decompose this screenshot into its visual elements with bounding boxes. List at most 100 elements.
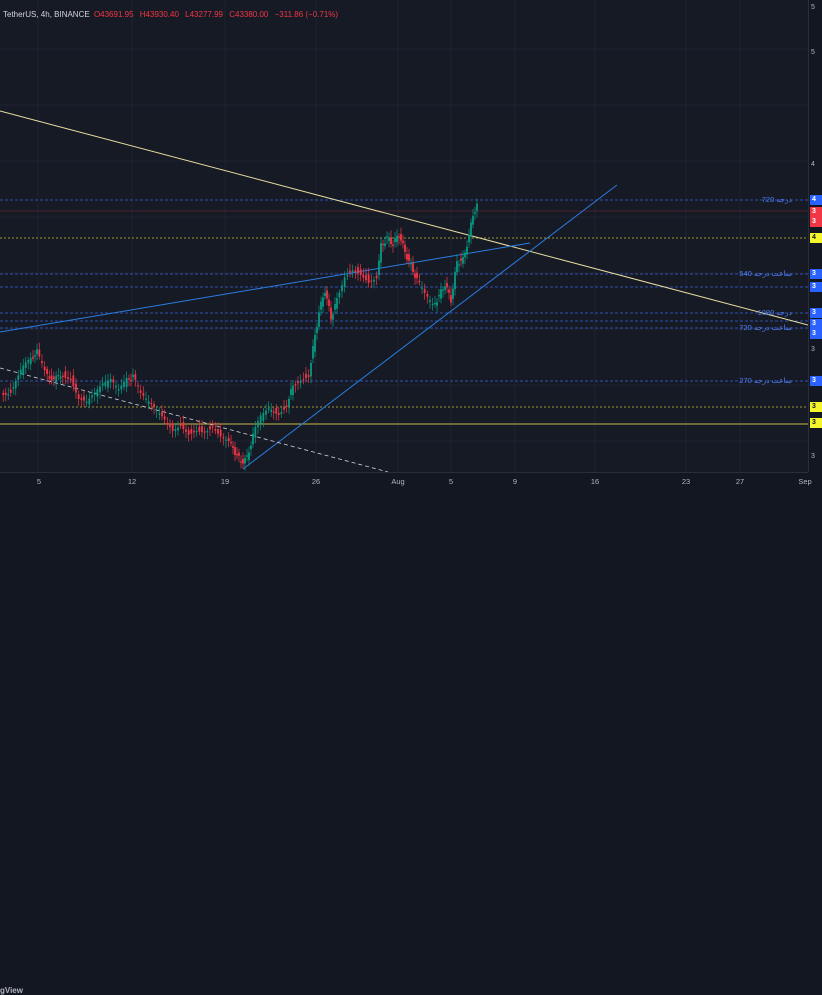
candle-body bbox=[396, 235, 398, 243]
candle-body bbox=[123, 381, 125, 388]
candle-body bbox=[314, 334, 316, 352]
candle-body bbox=[382, 243, 384, 246]
time-tick: 5 bbox=[448, 477, 454, 486]
candle-body bbox=[470, 222, 472, 238]
candle-body bbox=[416, 272, 418, 279]
chart-pane[interactable]: TetherUS, 4h, BINANCE O43691.95 H43930.4… bbox=[0, 0, 808, 472]
price-badge: 3 bbox=[810, 418, 822, 428]
candle-body bbox=[112, 379, 115, 383]
candle-body bbox=[43, 366, 46, 371]
candle-body bbox=[198, 426, 201, 432]
candle-body bbox=[370, 280, 373, 282]
candle-body bbox=[262, 412, 265, 421]
candle-body bbox=[349, 270, 351, 273]
candle-body bbox=[307, 375, 310, 377]
candle-body bbox=[24, 362, 27, 368]
candle-body bbox=[232, 446, 234, 448]
candle-body bbox=[297, 381, 299, 384]
candle-body bbox=[310, 362, 312, 377]
candle-body bbox=[230, 441, 232, 444]
candle-body bbox=[36, 349, 38, 355]
candle-body bbox=[130, 379, 132, 381]
candle-body bbox=[388, 237, 390, 241]
legend-open: O43691.95 bbox=[93, 10, 134, 19]
candle-body bbox=[217, 429, 219, 434]
candle-body bbox=[88, 398, 91, 405]
time-tick: 27 bbox=[735, 477, 745, 486]
candle-body bbox=[57, 374, 60, 377]
candle-body bbox=[4, 392, 7, 395]
price-badge: 4 bbox=[810, 195, 822, 205]
candle-body bbox=[324, 292, 326, 297]
candle-body bbox=[322, 297, 324, 307]
price-badge: 3 bbox=[810, 308, 822, 318]
candle-body bbox=[275, 408, 278, 414]
candle-body bbox=[169, 423, 171, 428]
candle-body bbox=[117, 389, 120, 391]
candle-body bbox=[9, 389, 12, 393]
candle-body bbox=[201, 426, 203, 433]
candle-body bbox=[209, 425, 211, 430]
candle-body bbox=[174, 429, 177, 432]
time-tick: 16 bbox=[590, 477, 600, 486]
price-badge: 4 bbox=[810, 233, 822, 243]
candle-body bbox=[380, 243, 382, 263]
candle-body bbox=[14, 381, 17, 389]
candle-body bbox=[85, 401, 88, 403]
candle-body bbox=[17, 375, 20, 380]
candle-body bbox=[7, 394, 10, 396]
candle-body bbox=[283, 406, 285, 410]
candle-body bbox=[96, 389, 99, 397]
candle-body bbox=[155, 410, 158, 412]
candle-body bbox=[336, 298, 338, 309]
candle-body bbox=[120, 385, 123, 390]
time-tick: Aug bbox=[391, 477, 405, 486]
candle-body bbox=[2, 392, 5, 395]
candle-body bbox=[99, 386, 101, 393]
price-chart[interactable] bbox=[0, 0, 808, 472]
candle-body bbox=[272, 411, 275, 413]
trendline bbox=[0, 242, 531, 333]
candle-body bbox=[134, 373, 137, 380]
price-badge: 3 bbox=[810, 329, 822, 339]
candle-body bbox=[27, 359, 30, 363]
candle-body bbox=[390, 237, 392, 245]
time-tick: 26 bbox=[311, 477, 321, 486]
price-badge: 3 bbox=[810, 402, 822, 412]
candle-body bbox=[161, 412, 163, 417]
candle-body bbox=[48, 376, 51, 379]
candle-body bbox=[442, 289, 444, 291]
candle-body bbox=[55, 375, 58, 383]
candle-body bbox=[408, 254, 410, 261]
candle-body bbox=[52, 376, 55, 380]
candle-body bbox=[472, 215, 474, 225]
legend-change: −311.86 (−0.71%) bbox=[274, 10, 339, 19]
candle-body bbox=[101, 383, 104, 386]
candle-body bbox=[362, 274, 365, 278]
candle-body bbox=[375, 275, 378, 279]
candle-body bbox=[305, 373, 307, 379]
price-tick: 5 bbox=[811, 4, 815, 11]
candle-body bbox=[41, 360, 43, 364]
candle-body bbox=[312, 345, 314, 359]
candle-body bbox=[277, 412, 280, 415]
candle-body bbox=[292, 385, 294, 395]
candle-body bbox=[326, 290, 328, 299]
time-tick: 5 bbox=[36, 477, 42, 486]
candle-body bbox=[434, 302, 436, 305]
candle-body bbox=[150, 402, 153, 405]
candle-body bbox=[265, 410, 267, 415]
level-label: 1080 درجه bbox=[757, 308, 792, 317]
time-scale[interactable]: 5 12 19 26 Aug 5 9 16 23 27 Sep bbox=[0, 472, 812, 491]
candle-body bbox=[452, 288, 454, 299]
candle-body bbox=[32, 356, 34, 359]
candle-body bbox=[206, 431, 209, 433]
candle-body bbox=[460, 258, 462, 261]
candle-body bbox=[46, 369, 49, 374]
candle-body bbox=[166, 422, 169, 425]
price-badge: 3 bbox=[810, 282, 822, 292]
candle-body bbox=[69, 378, 72, 381]
candle-body bbox=[142, 393, 145, 396]
candle-body bbox=[185, 429, 187, 432]
